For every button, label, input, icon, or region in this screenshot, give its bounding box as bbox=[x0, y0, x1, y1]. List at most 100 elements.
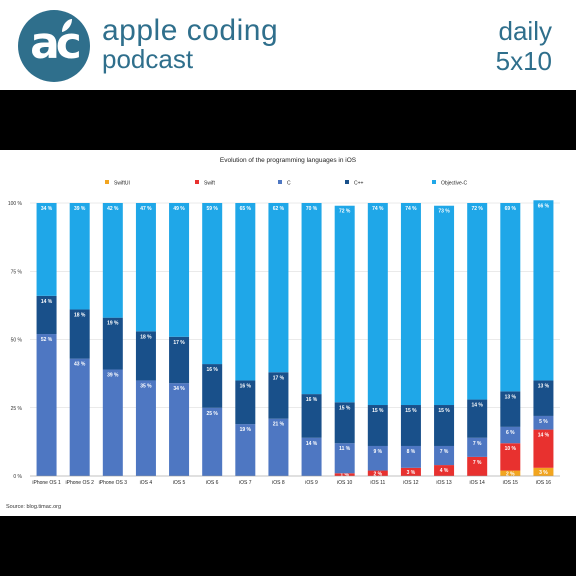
bar-segment bbox=[202, 407, 223, 476]
bar-value-label: 7 % bbox=[473, 460, 482, 466]
bar-value-label: 74 % bbox=[372, 206, 384, 212]
bar-value-label: 15 % bbox=[405, 408, 417, 414]
bar-segment bbox=[434, 405, 455, 446]
bar-value-label: 19 % bbox=[240, 427, 252, 433]
bar-segment bbox=[500, 391, 521, 427]
bar-value-label: 7 % bbox=[440, 449, 449, 455]
bar-value-label: 66 % bbox=[538, 203, 550, 209]
bar-segment bbox=[367, 405, 388, 446]
x-tick-label: iOS 13 bbox=[436, 480, 452, 486]
bar-value-label: 1 % bbox=[340, 473, 349, 479]
legend-swatch bbox=[195, 180, 199, 184]
bar-segment bbox=[334, 205, 355, 403]
bar-segment bbox=[135, 380, 156, 476]
bar-value-label: 13 % bbox=[505, 394, 517, 400]
stacked-bar-chart: Evolution of the programming languages i… bbox=[8, 157, 560, 486]
apple-leaf-icon bbox=[62, 19, 72, 32]
brand-title: apple coding bbox=[102, 14, 279, 47]
bar-value-label: 6 % bbox=[506, 430, 515, 436]
legend-label: C++ bbox=[354, 181, 364, 187]
bar-segment bbox=[533, 200, 554, 381]
bar-segment bbox=[334, 473, 355, 476]
bar-segment bbox=[169, 203, 190, 337]
bar-value-label: 3 % bbox=[539, 470, 548, 476]
bar-segment bbox=[334, 402, 355, 444]
brand-subtitle: podcast bbox=[102, 44, 194, 74]
bar-segment bbox=[467, 437, 488, 457]
bar-segment bbox=[301, 437, 322, 476]
bar-segment bbox=[202, 364, 223, 408]
bar-value-label: 43 % bbox=[74, 362, 86, 368]
bar-value-label: 16 % bbox=[306, 397, 318, 403]
bar-value-label: 70 % bbox=[306, 206, 318, 212]
legend-swatch bbox=[278, 180, 282, 184]
daily-label: daily bbox=[498, 16, 552, 46]
x-tick-label: iOS 16 bbox=[536, 480, 552, 486]
bar-value-label: 2 % bbox=[506, 471, 515, 477]
bar-value-label: 52 % bbox=[41, 337, 53, 343]
bar-value-label: 17 % bbox=[273, 375, 285, 381]
bar-segment bbox=[533, 467, 554, 476]
y-tick-label: 25 % bbox=[11, 406, 23, 412]
bar-segment bbox=[533, 429, 554, 468]
bar-segment bbox=[268, 418, 289, 476]
bar-value-label: 14 % bbox=[538, 433, 550, 439]
bar-value-label: 8 % bbox=[407, 449, 416, 455]
bar-value-label: 59 % bbox=[206, 206, 218, 212]
bar-value-label: 14 % bbox=[41, 299, 53, 305]
bar-segment bbox=[235, 203, 256, 381]
x-tick-label: iOS 9 bbox=[305, 480, 318, 486]
x-tick-label: iOS 11 bbox=[370, 480, 385, 486]
bar-segment bbox=[467, 399, 488, 438]
x-tick-label: iOS 10 bbox=[337, 480, 353, 486]
bar-value-label: 25 % bbox=[206, 411, 218, 417]
bar-value-label: 16 % bbox=[240, 383, 252, 389]
bar-segment bbox=[434, 465, 455, 476]
bar-segment bbox=[500, 426, 521, 444]
bar-segment bbox=[533, 380, 554, 416]
bar-value-label: 16 % bbox=[206, 367, 218, 373]
podcast-logo: ac bbox=[18, 10, 90, 82]
bar-value-label: 34 % bbox=[41, 206, 53, 212]
bar-segment bbox=[500, 470, 521, 476]
bar-segment bbox=[500, 203, 521, 392]
bar-value-label: 35 % bbox=[140, 383, 152, 389]
bar-segment bbox=[235, 380, 256, 425]
chart-title: Evolution of the programming languages i… bbox=[220, 157, 357, 164]
bar-segment bbox=[367, 445, 388, 471]
bar-segment bbox=[36, 203, 57, 296]
bar-segment bbox=[268, 203, 289, 373]
x-tick-label: iOS 7 bbox=[239, 480, 252, 486]
bar-value-label: 21 % bbox=[273, 422, 285, 428]
bar-value-label: 15 % bbox=[372, 408, 384, 414]
bar-segment bbox=[202, 203, 223, 365]
bar-segment bbox=[102, 317, 123, 370]
bar-segment bbox=[334, 443, 355, 474]
bar-segment bbox=[36, 334, 57, 476]
bar-value-label: 18 % bbox=[74, 312, 86, 318]
legend-label: C bbox=[287, 181, 291, 187]
bar-segment bbox=[268, 372, 289, 419]
bar-value-label: 62 % bbox=[273, 206, 285, 212]
bar-value-label: 7 % bbox=[473, 441, 482, 447]
bar-value-label: 9 % bbox=[374, 449, 383, 455]
x-tick-label: iPhone OS 1 bbox=[32, 480, 61, 486]
bar-segment bbox=[367, 470, 388, 476]
x-tick-label: iOS 12 bbox=[403, 480, 419, 486]
legend-label: Objective-C bbox=[441, 181, 468, 187]
bar-value-label: 42 % bbox=[107, 206, 119, 212]
bar-segment bbox=[467, 456, 488, 476]
x-tick-label: iOS 4 bbox=[140, 480, 153, 486]
x-tick-label: iOS 15 bbox=[503, 480, 519, 486]
legend-label: Swift bbox=[204, 181, 215, 187]
bar-segment bbox=[400, 467, 421, 476]
bar-value-label: 47 % bbox=[140, 206, 152, 212]
bar-segment bbox=[69, 309, 90, 359]
bar-segment bbox=[36, 295, 57, 335]
x-tick-label: iPhone OS 3 bbox=[99, 480, 128, 486]
bar-value-label: 39 % bbox=[107, 373, 119, 379]
legend-label: SwiftUI bbox=[114, 181, 130, 187]
bar-segment bbox=[367, 203, 388, 406]
logo-text: ac bbox=[30, 17, 82, 69]
bar-segment bbox=[434, 205, 455, 406]
